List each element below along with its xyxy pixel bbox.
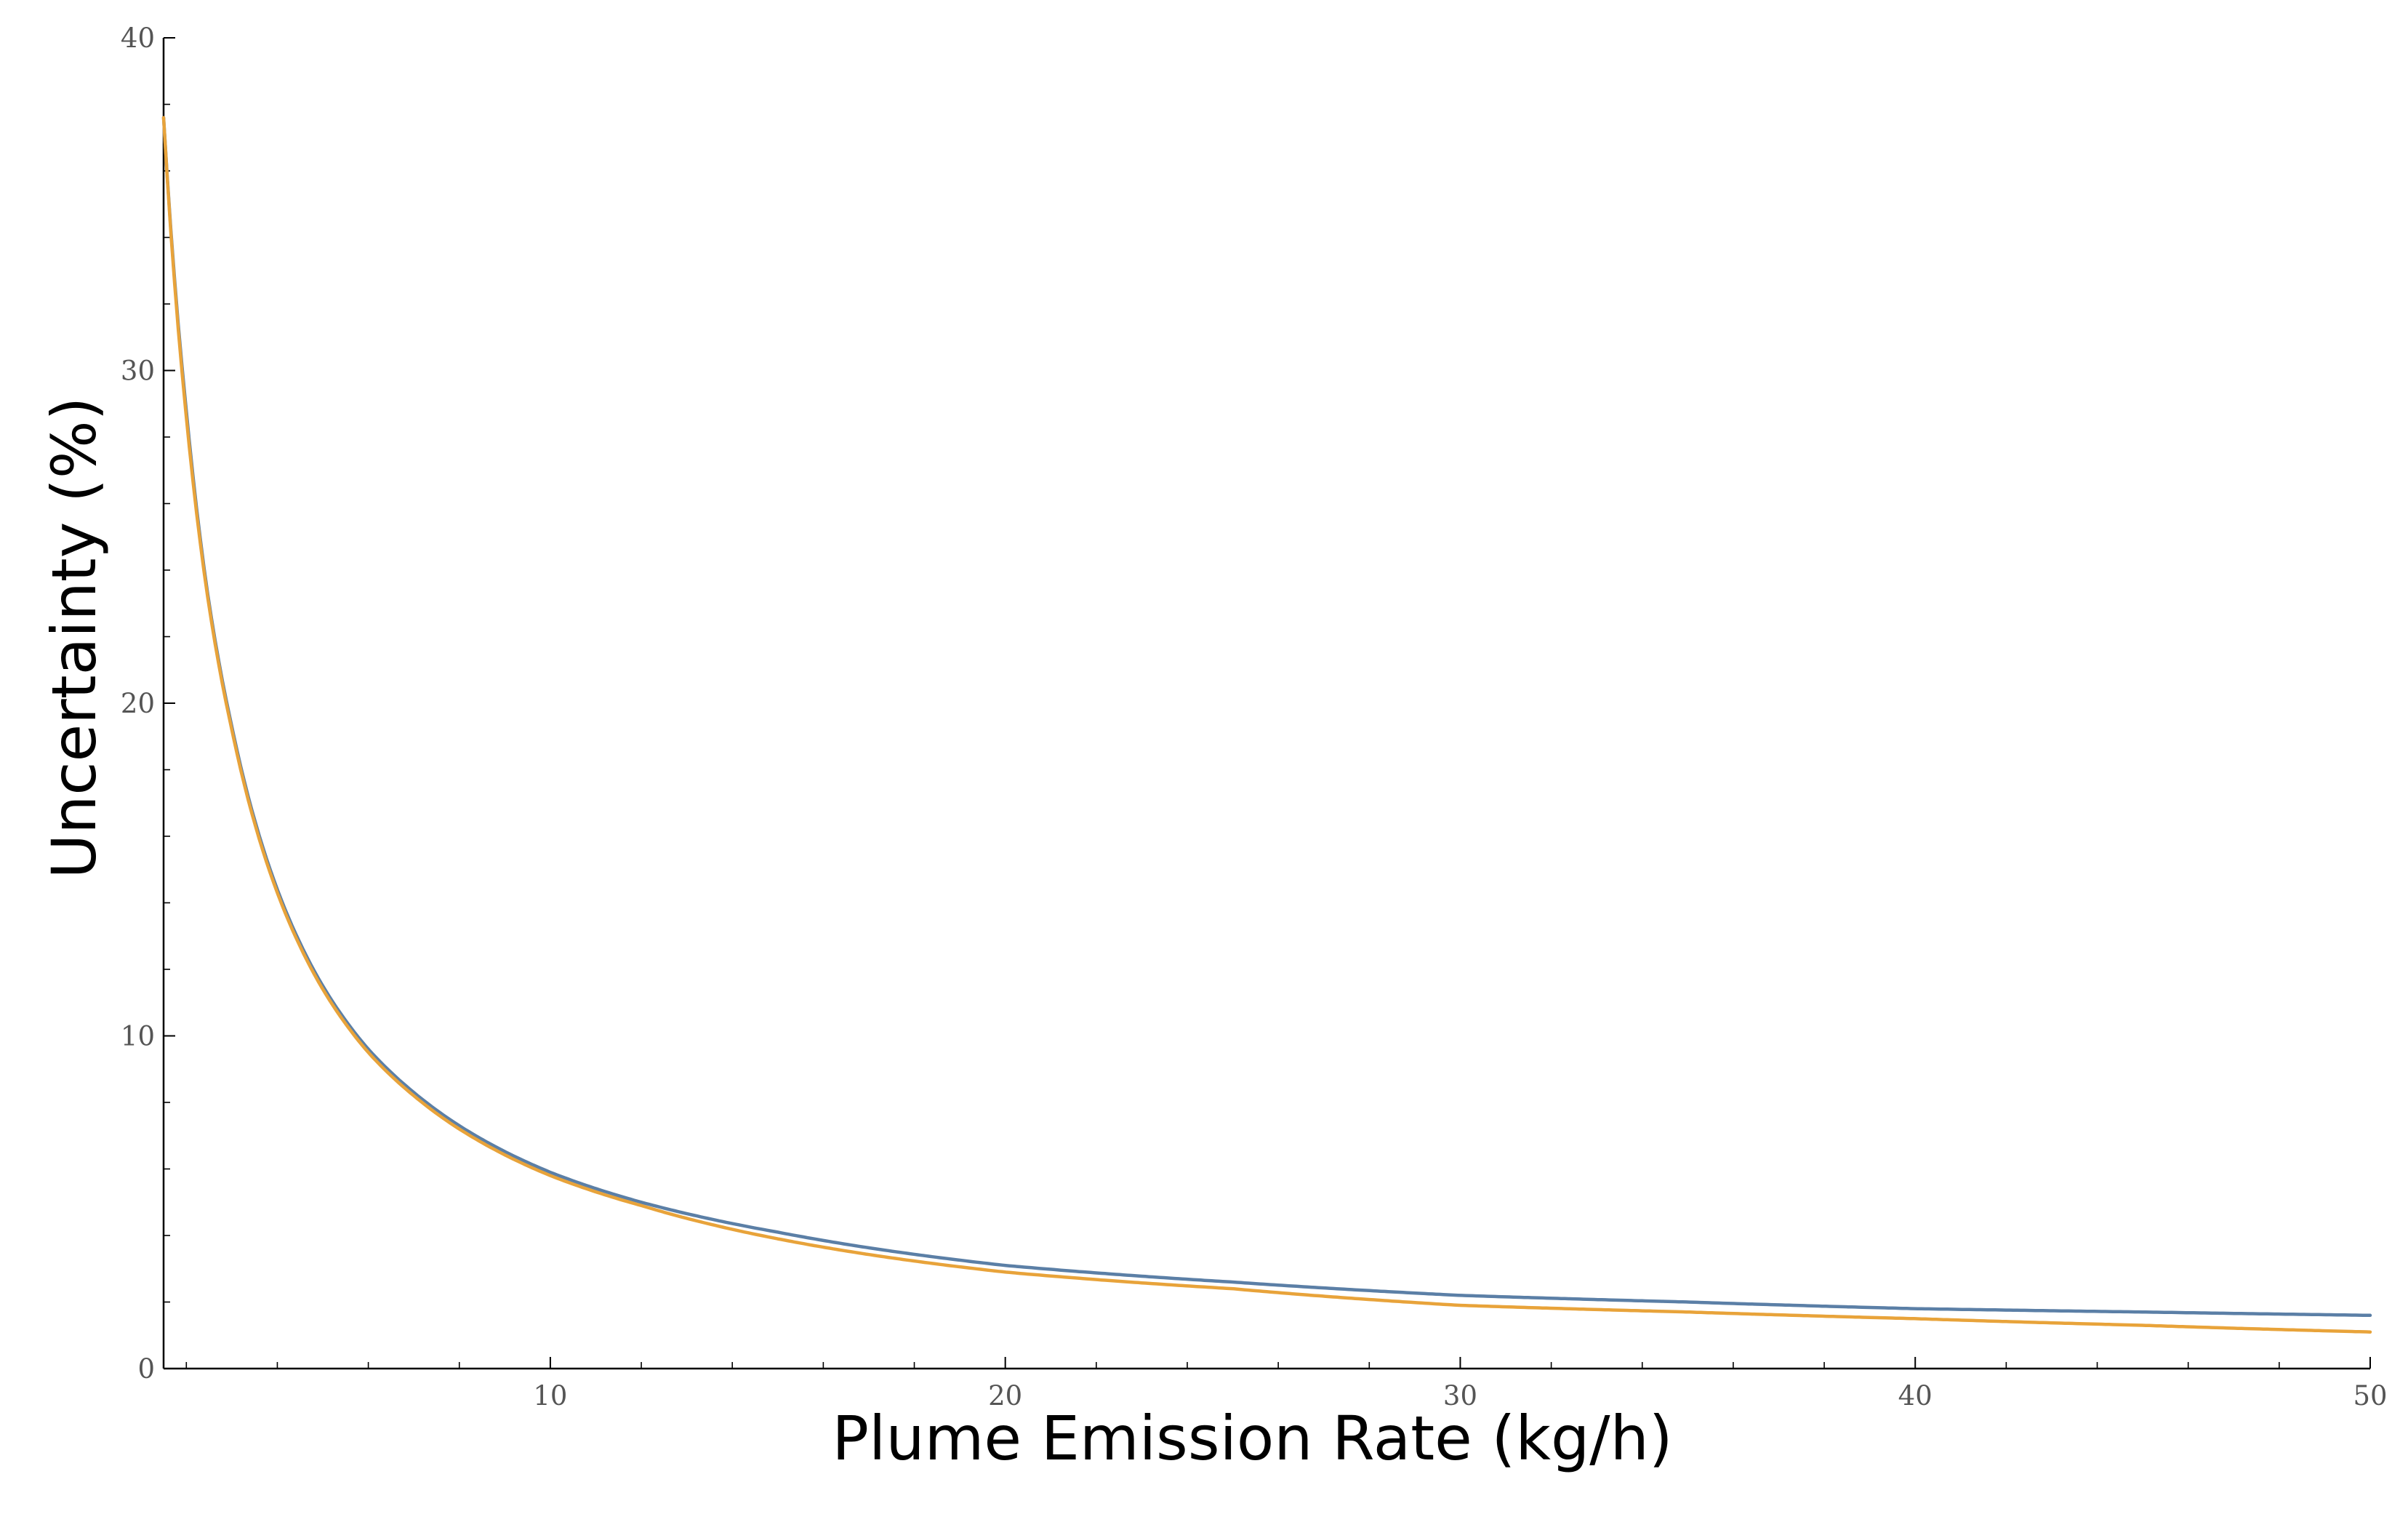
series-layer [161, 116, 2372, 1334]
x-tick-label: 30 [1443, 1380, 1477, 1411]
x-tick-label: 40 [1898, 1380, 1933, 1411]
x-tick-label: 10 [533, 1380, 567, 1411]
y-axis-title: Uncertainty (%) [39, 397, 110, 879]
x-tick-label: 50 [2353, 1380, 2387, 1411]
x-axis-title: Plume Emission Rate (kg/h) [832, 1403, 1672, 1474]
y-tick-label: 10 [121, 1021, 155, 1052]
series-line-2 [161, 116, 2372, 1334]
x-tick-label: 20 [988, 1380, 1022, 1411]
series-line-1 [161, 116, 2372, 1318]
axes [162, 38, 2370, 1370]
y-tick-label: 30 [121, 356, 155, 387]
y-tick-label: 20 [121, 688, 155, 719]
y-tick-label: 0 [137, 1353, 155, 1385]
ticks: 0 10 20 30 40 10 20 30 40 50 [121, 23, 2388, 1411]
y-tick-label: 40 [121, 23, 155, 54]
